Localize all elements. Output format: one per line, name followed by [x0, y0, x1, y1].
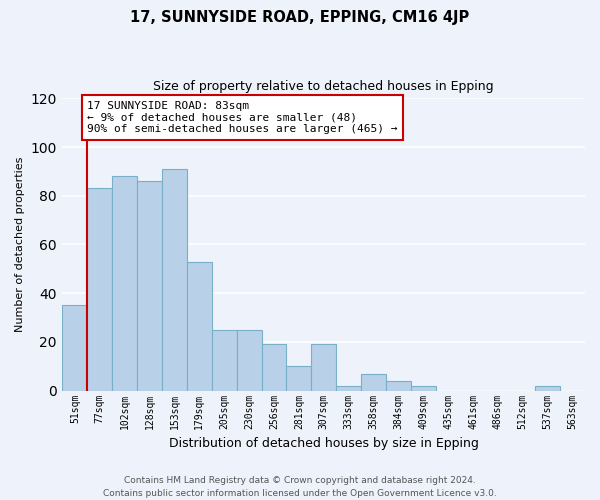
Bar [311, 344, 336, 391]
Bar [262, 344, 286, 391]
Bar [361, 374, 386, 390]
Bar [411, 386, 436, 390]
Bar [286, 366, 311, 390]
Y-axis label: Number of detached properties: Number of detached properties [15, 157, 25, 332]
Bar [236, 330, 262, 390]
Bar [88, 188, 112, 390]
Bar [212, 330, 236, 390]
X-axis label: Distribution of detached houses by size in Epping: Distribution of detached houses by size … [169, 437, 479, 450]
Bar [137, 181, 162, 390]
Bar [535, 386, 560, 390]
Bar [187, 262, 212, 390]
Bar [386, 381, 411, 390]
Bar [336, 386, 361, 390]
Text: 17 SUNNYSIDE ROAD: 83sqm
← 9% of detached houses are smaller (48)
90% of semi-de: 17 SUNNYSIDE ROAD: 83sqm ← 9% of detache… [88, 101, 398, 134]
Bar [162, 169, 187, 390]
Bar [62, 306, 88, 390]
Bar [112, 176, 137, 390]
Title: Size of property relative to detached houses in Epping: Size of property relative to detached ho… [154, 80, 494, 93]
Text: 17, SUNNYSIDE ROAD, EPPING, CM16 4JP: 17, SUNNYSIDE ROAD, EPPING, CM16 4JP [130, 10, 470, 25]
Text: Contains HM Land Registry data © Crown copyright and database right 2024.
Contai: Contains HM Land Registry data © Crown c… [103, 476, 497, 498]
